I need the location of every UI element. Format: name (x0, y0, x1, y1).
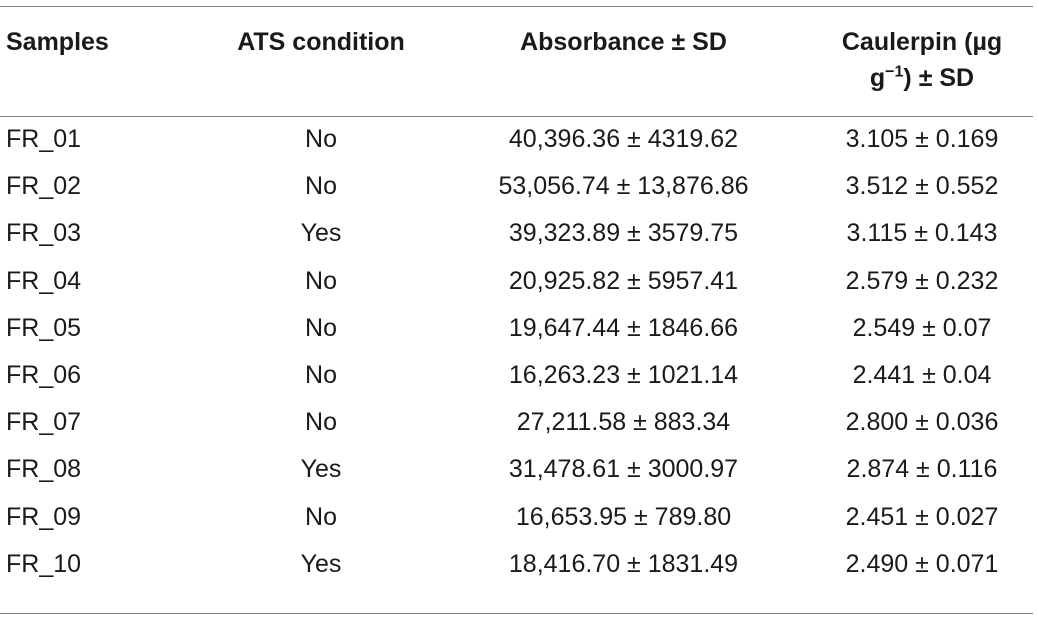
cell-ats-condition: No (305, 172, 337, 201)
cell-ats-condition: Yes (300, 455, 342, 484)
cell-ats-condition: No (305, 502, 337, 531)
table-row: FR_08 Yes 31,478.61 ± 3000.97 2.874 ± 0.116 (0, 446, 1033, 493)
top-rule (0, 6, 1033, 7)
cell-caulerpin: 3.115 ± 0.143 (846, 219, 998, 248)
header-ats-condition: ATS condition (237, 28, 405, 56)
cell-caulerpin: 2.490 ± 0.071 (845, 549, 999, 578)
cell-absorbance: 40,396.36 ± 4319.62 (508, 125, 739, 154)
cell-sample: FR_09 (6, 502, 82, 531)
header-caulerpin: Caulerpin (µg g−1) ± SD (811, 7, 1033, 116)
header-rule (0, 116, 1033, 117)
table-row: FR_07 No 27,211.58 ± 883.34 2.800 ± 0.036 (0, 399, 1033, 446)
cell-ats-condition: Yes (300, 549, 342, 578)
table-body: FR_01 No 40,396.36 ± 4319.62 3.105 ± 0.169 F… (0, 116, 1033, 588)
cell-sample: FR_01 (6, 125, 82, 154)
table-row: FR_06 No 16,263.23 ± 1021.14 2.441 ± 0.04 (0, 352, 1033, 399)
table-row: FR_03 Yes 39,323.89 ± 3579.75 3.115 ± 0.143 (0, 210, 1033, 257)
cell-ats-condition: No (305, 408, 337, 437)
cell-absorbance: 18,416.70 ± 1831.49 (508, 549, 739, 578)
header-absorbance: Absorbance ± SD (520, 28, 727, 56)
cell-absorbance: 53,056.74 ± 13,876.86 (498, 172, 749, 201)
table-row: FR_05 No 19,647.44 ± 1846.66 2.549 ± 0.07 (0, 305, 1033, 352)
header-caulerpin-unit: g (869, 64, 886, 92)
header-caulerpin-sd: ) ± SD (903, 64, 975, 92)
header-row: Samples ATS condition Absorbance ± SD Ca… (0, 7, 1033, 116)
cell-absorbance: 19,647.44 ± 1846.66 (508, 313, 739, 342)
cell-absorbance: 39,323.89 ± 3579.75 (508, 219, 739, 248)
table-row: FR_10 Yes 18,416.70 ± 1831.49 2.490 ± 0.071 (0, 541, 1033, 588)
cell-sample: FR_06 (6, 361, 82, 390)
cell-sample: FR_07 (6, 408, 82, 437)
cell-caulerpin: 3.512 ± 0.552 (845, 172, 999, 201)
table-row: FR_01 No 40,396.36 ± 4319.62 3.105 ± 0.169 (0, 116, 1033, 163)
cell-caulerpin: 2.874 ± 0.116 (846, 455, 998, 484)
table-row: FR_04 No 20,925.82 ± 5957.41 2.579 ± 0.232 (0, 258, 1033, 305)
cell-caulerpin: 2.800 ± 0.036 (845, 408, 999, 437)
results-table: Samples ATS condition Absorbance ± SD Ca… (0, 7, 1033, 588)
cell-caulerpin: 2.579 ± 0.232 (845, 266, 999, 295)
cell-ats-condition: No (305, 125, 337, 154)
cell-caulerpin: 2.441 ± 0.04 (852, 361, 992, 390)
cell-sample: FR_05 (6, 313, 82, 342)
cell-caulerpin: 2.451 ± 0.027 (845, 502, 999, 531)
header-caulerpin-line2: g−1) ± SD (870, 64, 974, 92)
header-samples: Samples (6, 28, 109, 56)
cell-ats-condition: Yes (300, 219, 342, 248)
table-row: FR_09 No 16,653.95 ± 789.80 2.451 ± 0.027 (0, 494, 1033, 541)
cell-sample: FR_04 (6, 266, 82, 295)
cell-absorbance: 16,263.23 ± 1021.14 (508, 361, 739, 390)
bottom-rule (0, 613, 1033, 614)
cell-caulerpin: 2.549 ± 0.07 (852, 313, 992, 342)
table-row: FR_02 No 53,056.74 ± 13,876.86 3.512 ± 0.55… (0, 163, 1033, 210)
cell-sample: FR_08 (6, 455, 82, 484)
cell-absorbance: 27,211.58 ± 883.34 (516, 408, 731, 437)
cell-ats-condition: No (305, 361, 337, 390)
cell-ats-condition: No (305, 313, 337, 342)
cell-caulerpin: 3.105 ± 0.169 (845, 125, 999, 154)
cell-sample: FR_02 (6, 172, 82, 201)
cell-absorbance: 20,925.82 ± 5957.41 (508, 266, 739, 295)
cell-sample: FR_10 (6, 549, 82, 578)
cell-absorbance: 16,653.95 ± 789.80 (515, 502, 732, 531)
header-caulerpin-line1: Caulerpin (µg (841, 28, 1003, 56)
cell-absorbance: 31,478.61 ± 3000.97 (508, 455, 739, 484)
cell-ats-condition: No (305, 266, 337, 295)
cell-sample: FR_03 (6, 219, 82, 248)
header-caulerpin-exponent: −1 (885, 63, 904, 81)
